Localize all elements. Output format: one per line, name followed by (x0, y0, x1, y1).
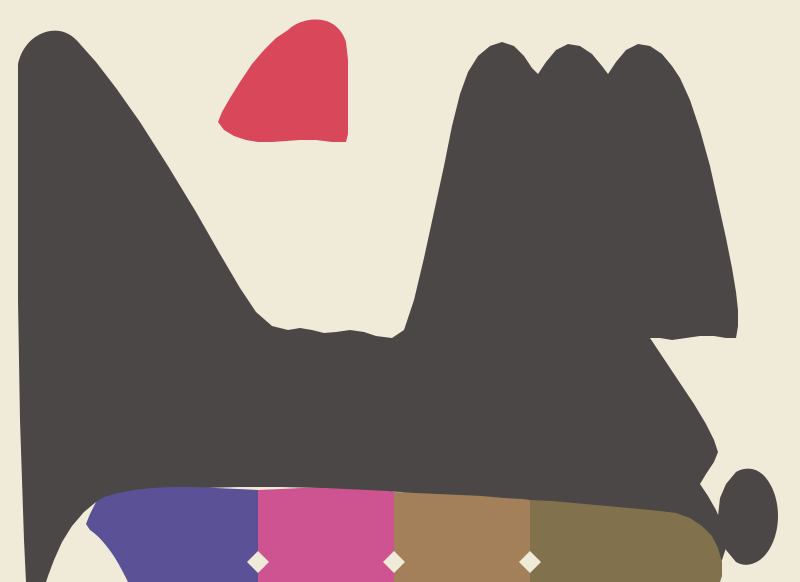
series-f-band (530, 500, 722, 582)
diamond-marker-3 (519, 551, 541, 573)
primary-mass-group (18, 30, 738, 582)
diamond-marker-1 (247, 551, 269, 573)
base-bands-group (86, 487, 722, 582)
series-a-area (18, 30, 738, 582)
series-a-satellite (718, 468, 778, 565)
accent-blob-group (218, 19, 348, 142)
detached-blob-group (718, 468, 778, 565)
series-b-area (218, 19, 348, 142)
series-e-band (394, 492, 530, 582)
series-d-band (258, 488, 394, 582)
series-c-band (86, 487, 258, 582)
boundary-markers-group (247, 551, 541, 573)
diamond-marker-2 (383, 551, 405, 573)
